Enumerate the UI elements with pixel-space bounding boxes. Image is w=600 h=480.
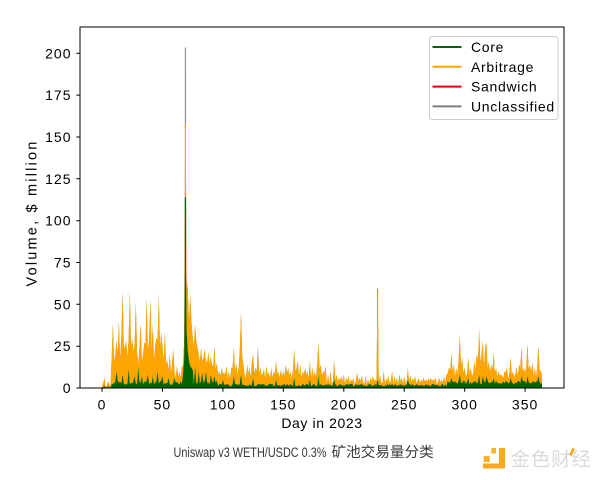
svg-text:150: 150: [270, 397, 296, 413]
svg-text:125: 125: [45, 171, 71, 187]
svg-text:350: 350: [512, 397, 538, 413]
svg-text:300: 300: [452, 397, 478, 413]
svg-text:0: 0: [63, 380, 72, 396]
svg-text:175: 175: [45, 87, 71, 103]
svg-text:Day in 2023: Day in 2023: [281, 415, 362, 431]
svg-text:Sandwich: Sandwich: [471, 79, 537, 95]
svg-text:75: 75: [54, 255, 72, 271]
svg-text:Core: Core: [471, 39, 504, 55]
svg-text:0: 0: [98, 397, 107, 413]
svg-text:200: 200: [45, 45, 71, 61]
svg-text:200: 200: [331, 397, 357, 413]
svg-text:Volume, $ million: Volume, $ million: [25, 139, 41, 286]
svg-text:Unclassified: Unclassified: [471, 98, 555, 114]
svg-text:100: 100: [45, 213, 71, 229]
svg-text:Arbitrage: Arbitrage: [471, 59, 534, 75]
svg-text:250: 250: [391, 397, 417, 413]
svg-text:50: 50: [154, 397, 172, 413]
svg-text:25: 25: [54, 338, 72, 354]
svg-text:100: 100: [210, 397, 236, 413]
svg-text:Uniswap v3 WETH/USDC 0.3%: Uniswap v3 WETH/USDC 0.3%: [174, 445, 327, 460]
svg-text:50: 50: [54, 296, 72, 312]
svg-text:150: 150: [45, 129, 71, 145]
